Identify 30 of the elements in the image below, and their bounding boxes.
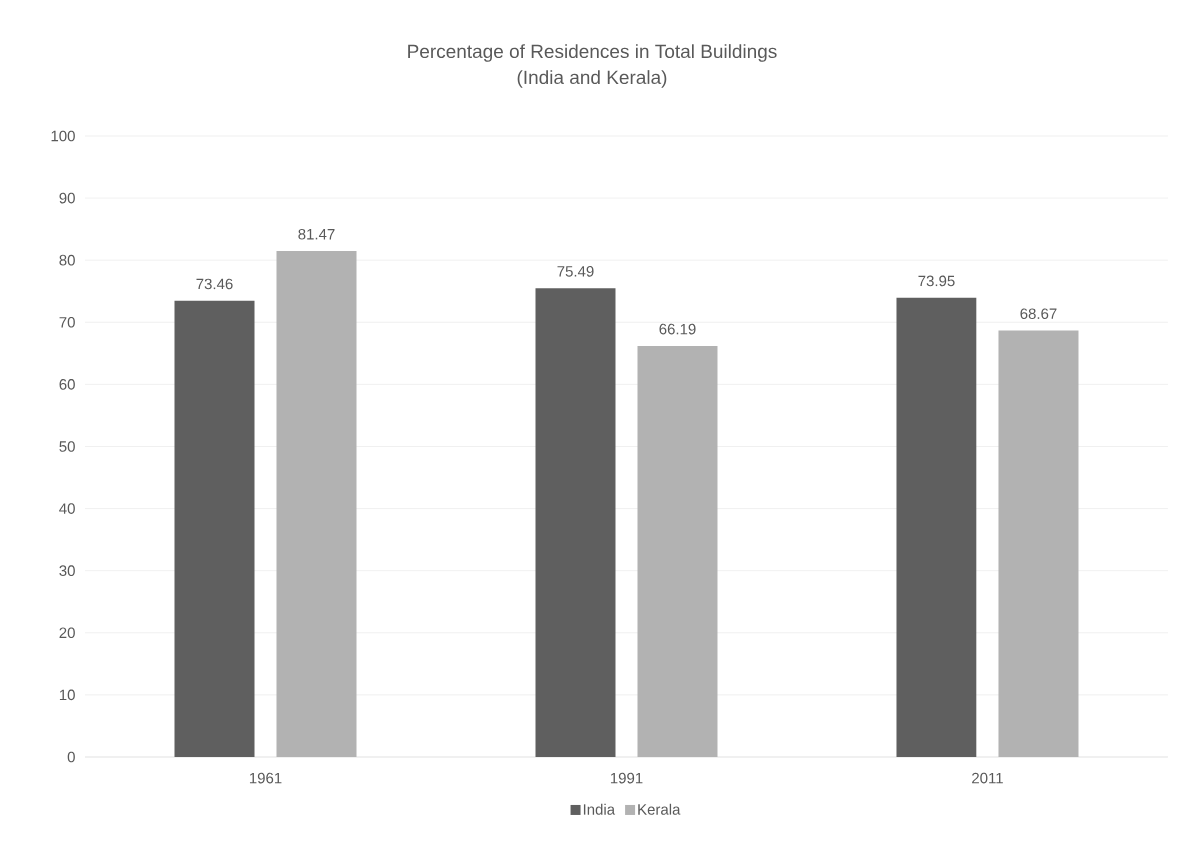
data-label: 73.95: [918, 275, 955, 287]
x-tick-label: 1991: [610, 772, 643, 784]
data-label: 66.19: [659, 323, 696, 335]
bar: [896, 297, 977, 757]
bar: [174, 300, 255, 757]
y-tick-label: 80: [59, 254, 75, 266]
y-tick-label: 20: [59, 627, 75, 639]
data-label: 81.47: [298, 228, 335, 240]
y-tick-label: 60: [59, 379, 75, 390]
data-label: 73.46: [196, 278, 233, 290]
y-tick-label: 40: [59, 503, 75, 514]
x-tick-label: 2011: [972, 772, 1003, 784]
bar: [276, 251, 357, 757]
y-tick-label: 90: [59, 192, 75, 204]
y-tick-label: 30: [59, 565, 75, 576]
y-tick-label: 50: [59, 441, 75, 452]
y-tick-label: 0: [67, 751, 75, 763]
data-label: 75.49: [557, 266, 594, 277]
y-tick-label: 100: [51, 130, 75, 142]
data-label: 68.67: [1020, 308, 1057, 320]
y-tick-label: 10: [59, 689, 75, 701]
legend-label: Kerala: [638, 803, 681, 815]
legend-label: India: [583, 803, 616, 815]
chart-subtitle: (India and Kerala): [517, 70, 667, 88]
bar: [535, 288, 616, 757]
x-tick-label: 1961: [249, 772, 282, 784]
chart-title: Percentage of Residences in Total Buildings: [408, 44, 777, 62]
y-tick-label: 70: [59, 316, 75, 328]
bar: [637, 345, 718, 757]
bar: [998, 330, 1079, 757]
